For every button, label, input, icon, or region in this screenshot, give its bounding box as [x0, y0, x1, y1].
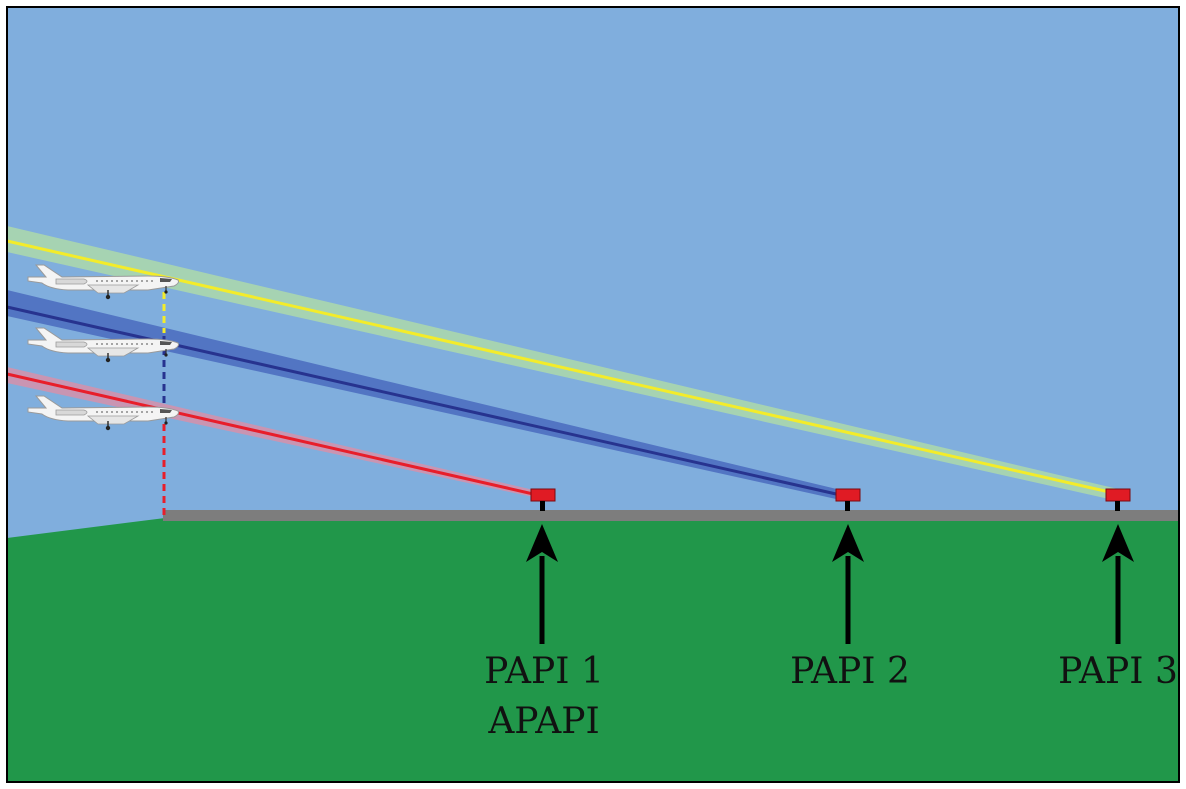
papi3-beam: [6, 239, 1119, 496]
papi-light-icon: [1105, 488, 1131, 511]
arrow-up-icon: [832, 524, 864, 644]
papi2-beam: [6, 305, 846, 498]
papi-light-icon: [835, 488, 861, 511]
runway: [163, 510, 1179, 521]
papi2-label: PAPI 2: [790, 651, 910, 692]
arrow-up-icon: [1102, 524, 1134, 644]
papi3-label: PAPI 3: [1058, 651, 1178, 692]
arrow-up-icon: [526, 524, 558, 644]
papi1-beam: [6, 372, 543, 498]
ground: [7, 518, 1179, 782]
papi1-label: PAPI 1: [484, 651, 604, 692]
papi-light-icon: [530, 488, 556, 511]
frame: [6, 6, 1180, 783]
papi1-sublabel: APAPI: [487, 701, 599, 742]
